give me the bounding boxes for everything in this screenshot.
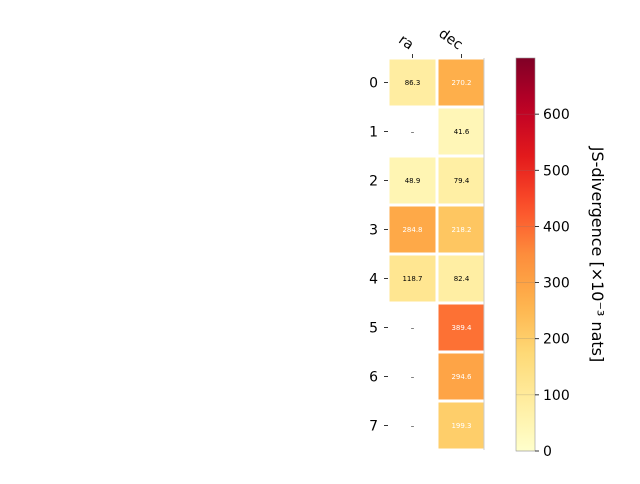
- y-tick-label-5: 5: [369, 321, 378, 337]
- heatmap-cell-5-dec: [438, 304, 485, 351]
- colorbar-label: JS-divergence [×10⁻³ nats]: [588, 146, 607, 362]
- colorbar-tick-label-200: 200: [543, 332, 570, 348]
- cell-label-1-dec: 41.6: [454, 128, 470, 136]
- y-tick-label-0: 0: [369, 76, 378, 92]
- cell-label-1-ra: –: [411, 128, 415, 136]
- y-tick-label-4: 4: [369, 272, 378, 288]
- heatmap-cell-7-dec: [438, 402, 485, 449]
- colorbar-tick-label-500: 500: [543, 163, 570, 179]
- x-tick-label-ra: ra: [395, 32, 416, 53]
- cell-label-2-dec: 79.4: [454, 177, 470, 185]
- cell-label-6-dec: 294.6: [451, 373, 472, 381]
- y-axis: 0 1 2 3 4 5 6 7: [369, 76, 388, 435]
- heatmap-cell-4-dec: [438, 255, 485, 302]
- y-tick-label-2: 2: [369, 174, 378, 190]
- cell-label-6-ra: –: [411, 373, 415, 381]
- colorbar: 0 100 200 300 400 500 600 JS-divergence [×10⁻³ …: [515, 57, 607, 460]
- y-tick-label-6: 6: [369, 370, 378, 386]
- cell-label-5-ra: –: [411, 324, 415, 332]
- colorbar-tick-label-300: 300: [543, 276, 570, 292]
- colorbar-tick-label-0: 0: [543, 444, 552, 460]
- heatmap-cell-4-ra: [389, 255, 436, 302]
- y-tick-label-1: 1: [369, 125, 378, 141]
- y-tick-label-3: 3: [369, 223, 378, 239]
- heatmap-cell-3-ra: [389, 206, 436, 253]
- cell-label-5-dec: 389.4: [451, 324, 472, 332]
- heatmap-cell-2-dec: [438, 157, 485, 204]
- heatmap-cell-labels: 86.3 270.2 – 41.6 48.9 79.4 284.8 218.2 118.7 82.…: [402, 79, 472, 430]
- cell-label-7-ra: –: [411, 422, 415, 430]
- cell-label-7-dec: 199.3: [451, 422, 471, 430]
- heatmap-cell-2-ra: [389, 157, 436, 204]
- x-tick-label-dec: dec: [436, 26, 466, 54]
- x-axis: ra dec: [395, 26, 465, 58]
- colorbar-gradient: [515, 57, 536, 452]
- cell-label-0-ra: 86.3: [405, 79, 421, 87]
- heatmap-cell-0-ra: [389, 59, 436, 106]
- heatmap-cell-1-dec: [438, 108, 485, 155]
- colorbar-tick-label-600: 600: [543, 107, 570, 123]
- colorbar-tick-label-100: 100: [543, 388, 570, 404]
- cell-label-2-ra: 48.9: [405, 177, 421, 185]
- colorbar-tick-label-400: 400: [543, 219, 570, 235]
- cell-label-4-dec: 82.4: [454, 275, 470, 283]
- cell-label-4-ra: 118.7: [402, 275, 422, 283]
- y-tick-label-7: 7: [369, 419, 378, 435]
- cell-label-0-dec: 270.2: [451, 79, 471, 87]
- heatmap-cell-6-dec: [438, 353, 485, 400]
- cell-label-3-dec: 218.2: [451, 226, 471, 234]
- cell-label-3-ra: 284.8: [402, 226, 422, 234]
- heatmap-cells: [389, 58, 485, 450]
- heatmap-cell-0-dec: [438, 59, 485, 106]
- heatmap-cell-3-dec: [438, 206, 485, 253]
